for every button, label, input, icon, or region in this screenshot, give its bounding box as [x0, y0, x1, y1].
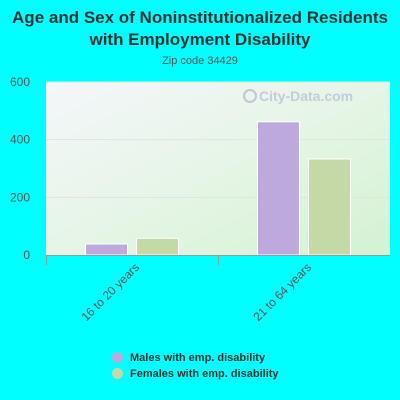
y-tick-label-400: 400 — [10, 133, 30, 147]
x-tick-label-1: 21 to 64 years — [250, 260, 314, 324]
legend-item-males: Males with emp. disability — [112, 350, 279, 365]
legend-swatch-males — [112, 352, 123, 363]
legend-item-females: Females with emp. disability — [112, 366, 279, 381]
legend-label-females: Females with emp. disability — [130, 367, 279, 380]
y-tick-label-200: 200 — [10, 190, 30, 204]
legend: Males with emp. disability Females with … — [112, 350, 279, 382]
watermark: City-Data.com — [243, 88, 353, 104]
bar-females-0 — [136, 237, 179, 256]
bar-males-0 — [85, 243, 128, 256]
y-tick-label-0: 0 — [23, 248, 30, 262]
chart-title: Age and Sex of Noninstitutionalized Resi… — [12, 8, 388, 49]
legend-swatch-females — [112, 368, 123, 379]
legend-label-males: Males with emp. disability — [130, 351, 266, 364]
chart-subtitle: Zip code 34429 — [162, 55, 238, 67]
watermark-text: City-Data.com — [259, 88, 353, 104]
bar-females-1 — [308, 158, 351, 256]
y-tick-label-600: 600 — [10, 75, 30, 89]
watermark-icon — [243, 89, 257, 103]
x-tick-label-0: 16 to 20 years — [78, 260, 142, 324]
bar-males-1 — [257, 121, 300, 256]
